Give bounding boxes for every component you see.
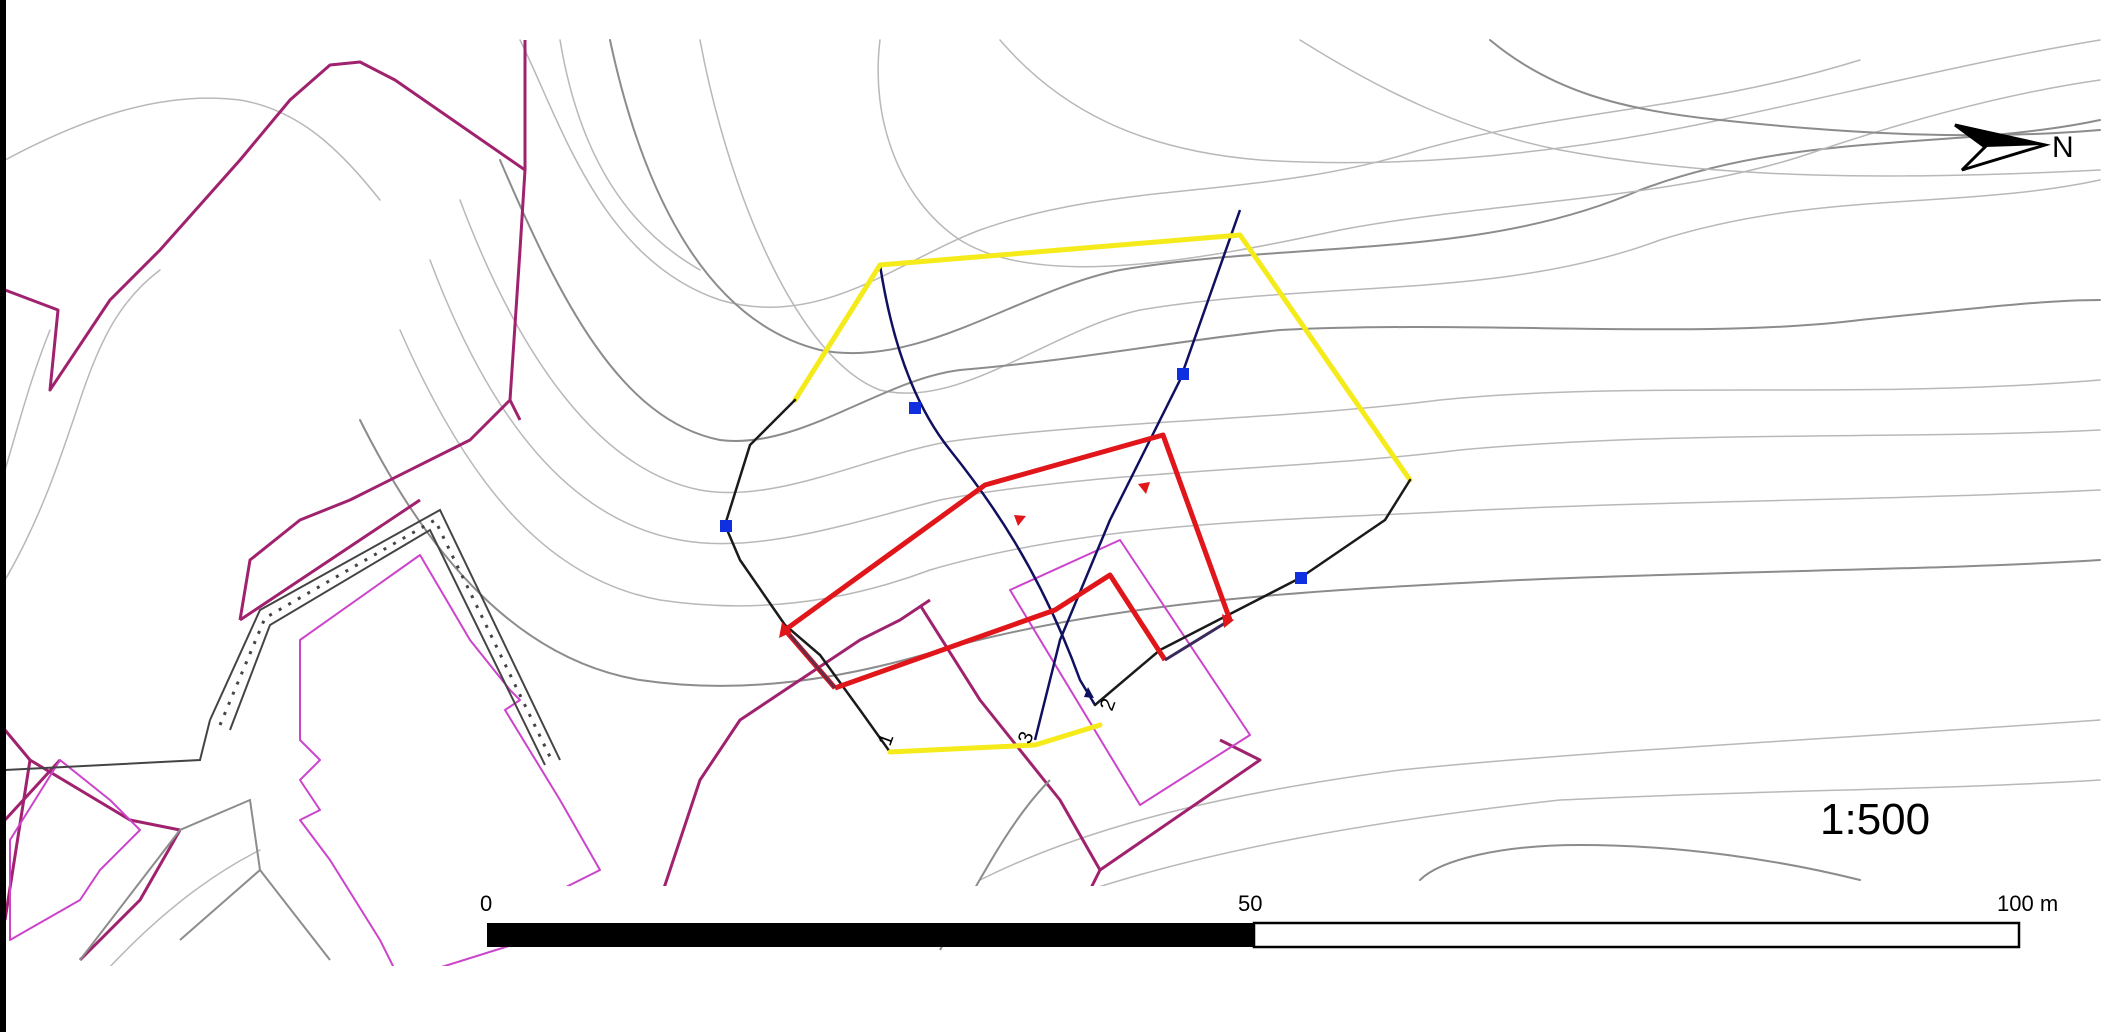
north-arrow-label: N — [2052, 131, 2074, 164]
contour-line — [609, 39, 2101, 355]
profile-line-2 — [878, 264, 1097, 706]
contour-line — [499, 159, 2101, 442]
dashed-wall — [4, 508, 561, 771]
parcel-boundary — [918, 604, 1262, 872]
profile-line-3 — [1033, 209, 1242, 741]
contour-line — [1059, 779, 2101, 901]
profile-marker-icon[interactable] — [1177, 368, 1189, 380]
scale-bar-black-segment — [487, 923, 1254, 947]
contour-line — [559, 39, 701, 271]
profile-lines — [878, 209, 1242, 741]
contour-lines — [4, 39, 2101, 1001]
parcel-boundary — [4, 60, 526, 392]
scale-bar-tick-100: 100 m — [1997, 891, 2058, 916]
contour-line — [4, 269, 161, 581]
contour-line — [4, 329, 51, 471]
road-edge — [179, 868, 331, 961]
parcel-boundary — [3, 729, 181, 832]
outer-boundary-yellow — [887, 722, 1103, 755]
scale-bar-tick-50: 50 — [1238, 891, 1262, 916]
direction-triangles — [779, 482, 1234, 638]
parcel-boundary — [3, 758, 62, 822]
contour-line — [4, 97, 381, 201]
contour-line — [999, 39, 2101, 164]
top-margin — [0, 0, 2111, 38]
direction-triangle-icon — [1014, 515, 1026, 526]
contour-line — [877, 39, 2101, 268]
inner-polygon-edge — [1164, 618, 1231, 662]
contour-line — [979, 719, 2101, 881]
contour-line — [699, 39, 2101, 394]
outer-boundary-black — [723, 398, 892, 754]
parcel-boundary — [78, 829, 182, 962]
parcel-boundaries — [3, 40, 1262, 962]
wall-left-lower — [4, 719, 211, 771]
wall-inner — [229, 528, 546, 766]
scale-bar-white-segment — [1252, 921, 2021, 949]
parcel-boundary — [239, 498, 421, 622]
contour-line — [1299, 39, 2101, 177]
contour-line — [1419, 843, 1861, 881]
parcel-boundary — [508, 399, 522, 421]
inner-polygon-outer — [783, 432, 1233, 633]
profile-marker-icon[interactable] — [720, 520, 732, 532]
scale-bar: 0 50 100 m — [480, 886, 2058, 949]
north-arrow-fill — [1955, 125, 2045, 147]
north-arrow: N — [1954, 123, 2074, 172]
contour-line — [519, 39, 1861, 309]
scale-ratio-text: 1:500 — [1820, 795, 1930, 844]
outer-boundary-yellow — [792, 232, 1413, 483]
parcel-boundary — [238, 40, 527, 621]
contour-line — [359, 419, 2101, 687]
profile-marker-icon[interactable] — [1295, 572, 1307, 584]
profile-markers[interactable] — [720, 368, 1307, 584]
direction-triangle-icon — [1138, 482, 1150, 494]
direction-triangle-icon — [779, 622, 792, 638]
direction-arrow-icon — [1084, 687, 1094, 698]
inner-polygon-edge — [788, 634, 837, 689]
contour-line — [399, 329, 2101, 607]
contour-line — [429, 259, 2101, 545]
profile-marker-icon[interactable] — [909, 402, 921, 414]
inner-polygon-cross — [834, 572, 1168, 691]
road-edge — [79, 798, 261, 961]
direction-triangle-icon — [1222, 614, 1234, 628]
scale-bar-tick-0: 0 — [480, 891, 492, 916]
parcel-boundary — [658, 598, 931, 901]
contour-line — [459, 199, 2101, 494]
wall-outer — [209, 508, 561, 761]
building-outline — [1009, 539, 1251, 806]
bottom-margin — [0, 966, 2111, 1032]
